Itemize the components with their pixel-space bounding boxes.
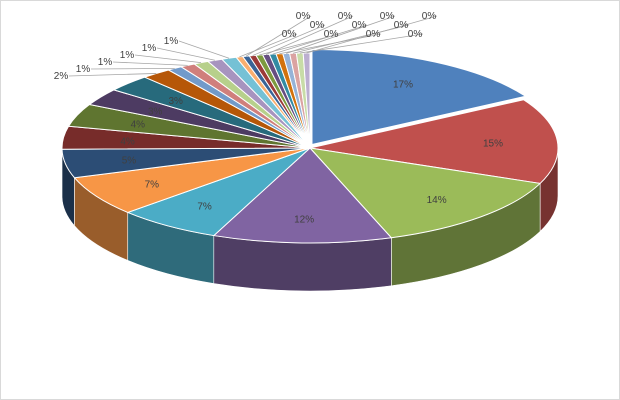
data-label-17: 0%	[282, 29, 297, 40]
data-label-5: 7%	[145, 180, 160, 191]
data-label-18: 0%	[296, 11, 311, 22]
leader-line-13	[112, 61, 188, 66]
data-label-4: 7%	[197, 202, 212, 213]
data-labels: 17%15%14%12%7%7%5%4%4%3%3%2%1%1%1%1%1%0%…	[54, 11, 503, 225]
slice-4	[126, 147, 311, 237]
data-label-1: 15%	[483, 139, 503, 150]
data-label-6: 5%	[122, 156, 137, 167]
data-label-19: 0%	[310, 20, 325, 31]
leader-lines	[68, 15, 438, 77]
data-label-26: 0%	[408, 29, 423, 40]
data-label-11: 2%	[54, 71, 69, 82]
data-label-13: 1%	[98, 57, 113, 68]
leader-line-18	[245, 15, 312, 57]
data-label-3: 12%	[294, 214, 314, 225]
pie-side-walls	[61, 147, 559, 292]
slice-0	[311, 49, 527, 146]
data-label-8: 4%	[131, 120, 146, 131]
leader-line-24	[286, 15, 396, 54]
data-label-24: 0%	[380, 11, 395, 22]
leader-line-11	[68, 73, 157, 77]
slice-3	[212, 147, 393, 244]
data-label-22: 0%	[352, 20, 367, 31]
data-label-12: 1%	[76, 64, 91, 75]
leader-line-27	[306, 15, 438, 54]
data-label-16: 1%	[164, 36, 179, 47]
data-label-0: 17%	[393, 79, 413, 90]
leader-line-26	[299, 33, 424, 54]
data-label-20: 0%	[324, 29, 339, 40]
data-label-27: 0%	[422, 11, 437, 22]
data-label-15: 1%	[142, 43, 157, 54]
slice-1	[309, 99, 559, 184]
leader-line-16	[178, 40, 230, 59]
leader-line-22	[272, 24, 368, 55]
leader-line-15	[156, 47, 215, 61]
leader-line-17	[239, 33, 298, 58]
data-label-7: 4%	[120, 136, 135, 147]
slice-side-3	[213, 235, 392, 292]
data-label-23: 0%	[366, 29, 381, 40]
slice-5	[73, 147, 311, 213]
data-label-10: 3%	[168, 96, 183, 107]
data-label-2: 14%	[427, 195, 447, 206]
pie-slices	[61, 49, 559, 244]
data-label-9: 3%	[148, 106, 163, 117]
data-label-21: 0%	[338, 11, 353, 22]
leader-line-21	[265, 15, 354, 55]
leader-line-19	[252, 24, 326, 56]
leader-line-14	[134, 54, 202, 64]
data-label-14: 1%	[120, 50, 135, 61]
data-label-25: 0%	[394, 20, 409, 31]
slice-2	[308, 147, 542, 239]
leader-line-12	[90, 67, 175, 70]
